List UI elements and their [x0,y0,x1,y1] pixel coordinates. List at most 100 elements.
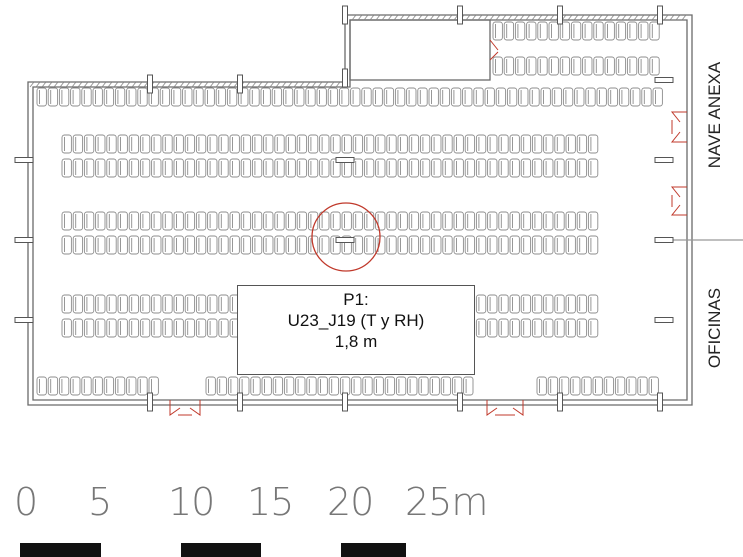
cage [514,21,526,41]
door-right-2 [670,186,687,216]
cage [419,134,431,154]
cage [319,134,330,154]
cage [328,376,340,396]
cage [95,235,106,255]
hatch-line [161,81,167,88]
cage [603,376,615,396]
cage [184,211,196,231]
cage [139,158,151,178]
pillar [457,392,463,412]
cage [251,134,263,154]
cage [607,87,619,107]
cage [126,87,137,107]
cage [582,21,593,41]
pillar [14,237,34,243]
hatch-line [573,14,579,21]
cage [615,21,627,41]
hatch-line [227,81,233,88]
cage [498,294,509,314]
pillar [342,392,348,412]
cage [195,134,207,154]
cage [506,87,518,107]
cage [587,158,599,178]
cage [509,318,520,338]
hatch-line [281,81,287,88]
cage [184,294,196,314]
hatch-line [447,14,453,21]
cage [240,134,252,154]
cage [240,158,252,178]
cage [218,158,229,178]
hatch-line [257,81,263,88]
hatch-line [429,14,435,21]
cage [520,235,532,255]
cage [431,134,442,154]
cage [558,376,570,396]
cage [638,56,649,76]
cage [418,376,429,396]
hatch-line [47,81,53,88]
cage [128,294,140,314]
cage [226,87,238,107]
cage [386,235,397,255]
cage [70,87,81,107]
hatch-line [507,14,513,21]
cage [498,211,509,231]
hatch-line [209,81,215,88]
cage [565,235,576,255]
cage [375,158,386,178]
cage [327,87,339,107]
cage [92,87,103,107]
cage [295,376,306,396]
hatch-line [251,81,257,88]
hatch-line [107,81,113,88]
hatch-line [633,14,639,21]
cage [148,376,159,396]
hatch-line [59,81,65,88]
cage [440,376,452,396]
hatch-line [465,14,471,21]
cage [363,235,375,255]
cage [173,294,184,314]
label-nave-anexa: NAVE ANEXA [705,61,724,169]
cage [428,87,439,107]
cage [159,87,171,107]
hatch-line [381,14,387,21]
cage [263,158,274,178]
cage [570,56,582,76]
cage [554,235,565,255]
hatch-line [603,14,609,21]
cage [442,211,453,231]
cage [296,158,308,178]
hatch-line [441,14,447,21]
cage [509,134,520,154]
cage [195,235,207,255]
hatch-line [89,81,95,88]
cage [272,376,284,396]
cage [193,87,204,107]
hatch-line [269,81,275,88]
hatch-line [101,81,107,88]
hatch-line [167,81,173,88]
hatch-line [357,14,363,21]
cage [72,318,84,338]
cage [475,318,487,338]
cage [341,134,352,154]
hatch-line [305,81,311,88]
pillar [654,77,674,83]
cage [548,56,559,76]
cage [419,211,431,231]
cage [397,235,408,255]
scale-label: 20 [327,480,374,524]
cage [464,158,476,178]
hatch-line [41,81,47,88]
cage [386,211,397,231]
cage [239,376,250,396]
cage [350,87,361,107]
hatch-line [477,14,483,21]
cage [520,318,532,338]
cage [554,158,565,178]
cage [95,318,106,338]
scale-label: 10 [168,480,215,524]
cage [419,158,431,178]
